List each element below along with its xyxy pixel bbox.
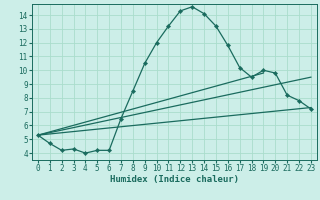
X-axis label: Humidex (Indice chaleur): Humidex (Indice chaleur)	[110, 175, 239, 184]
